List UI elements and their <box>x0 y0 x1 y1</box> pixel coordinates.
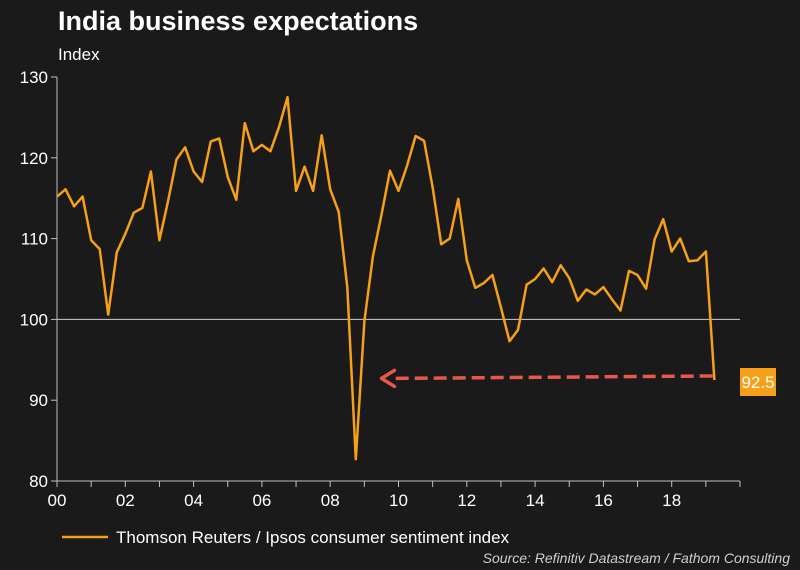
x-tick-label: 18 <box>662 491 681 510</box>
x-tick-label: 12 <box>457 491 476 510</box>
y-tick-label: 120 <box>20 149 48 168</box>
y-tick-label: 130 <box>20 68 48 87</box>
x-tick-label: 08 <box>321 491 340 510</box>
x-tick-label: 16 <box>594 491 613 510</box>
y-tick-label: 80 <box>29 472 48 491</box>
series-group <box>56 95 716 461</box>
x-tick-label: 06 <box>252 491 271 510</box>
y-tick-label: 90 <box>29 391 48 410</box>
chart-title: India business expectations <box>58 6 419 36</box>
annotations-group: 92.5 <box>379 368 776 396</box>
value-callout-box <box>740 368 776 396</box>
y-tick-label: 100 <box>20 310 48 329</box>
x-tick-label: 04 <box>184 491 203 510</box>
legend-label: Thomson Reuters / Ipsos consumer sentime… <box>116 528 510 547</box>
series-line <box>56 95 716 461</box>
value-callout-label: 92.5 <box>741 373 774 392</box>
x-tick-label: 00 <box>48 491 67 510</box>
x-tick-label: 14 <box>526 491 545 510</box>
y-tick-label: 110 <box>21 230 48 249</box>
arrow-head <box>379 368 397 389</box>
y-axis-label: Index <box>58 45 100 64</box>
legend: Thomson Reuters / Ipsos consumer sentime… <box>62 528 510 547</box>
x-tick-label: 10 <box>389 491 408 510</box>
source-note: Source: Refinitiv Datastream / Fathom Co… <box>482 550 790 566</box>
axes: 80 90 100 110 120 130 00 02 04 06 08 10 12 14 16 18 <box>20 68 741 510</box>
x-tick-label: 02 <box>116 491 135 510</box>
dashed-arrow-line <box>395 374 713 381</box>
